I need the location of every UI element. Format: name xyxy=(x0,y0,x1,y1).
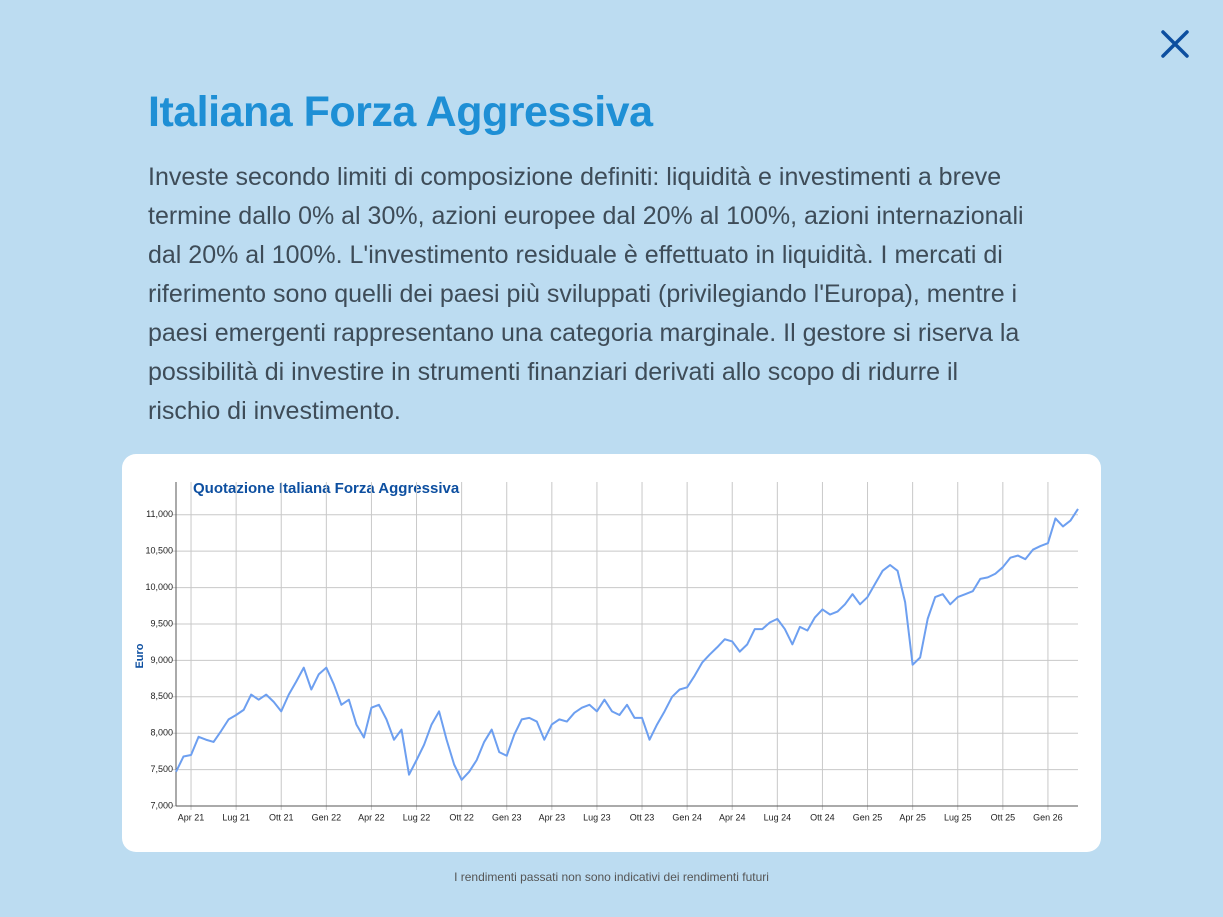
chart-card: Quotazione Italiana Forza Aggressiva Eur… xyxy=(122,454,1101,852)
x-tick-label: Lug 21 xyxy=(222,812,250,822)
y-axis-label: Euro xyxy=(134,643,146,668)
y-tick-label: 10,500 xyxy=(145,546,173,556)
y-tick-label: 8,500 xyxy=(150,691,173,701)
x-tick-label: Gen 22 xyxy=(312,812,342,822)
x-tick-label: Ott 23 xyxy=(630,812,655,822)
y-tick-label: 11,000 xyxy=(146,509,173,519)
description-line: rischio di investimento. xyxy=(148,397,401,425)
x-tick-label: Ott 24 xyxy=(810,812,835,822)
description-line: Investe secondo limiti di composizione d… xyxy=(148,163,1002,191)
y-tick-label: 10,000 xyxy=(145,582,173,592)
x-tick-label: Lug 25 xyxy=(944,812,972,822)
close-button[interactable] xyxy=(1160,29,1190,59)
x-tick-label: Gen 26 xyxy=(1033,812,1063,822)
y-tick-label: 8,000 xyxy=(150,728,173,738)
x-tick-label: Ott 25 xyxy=(991,812,1016,822)
x-tick-label: Gen 25 xyxy=(853,812,883,822)
x-tick-label: Ott 21 xyxy=(269,812,294,822)
price-line xyxy=(175,508,1079,781)
description-line: termine dallo 0% al 30%, azioni europee … xyxy=(148,202,1024,230)
x-tick-label: Apr 23 xyxy=(539,812,566,822)
x-tick-label: Gen 24 xyxy=(672,812,702,822)
x-tick-label: Lug 22 xyxy=(403,812,431,822)
y-tick-label: 7,500 xyxy=(150,764,173,774)
description-line: dal 20% al 100%. L'investimento residual… xyxy=(148,241,1003,269)
description-line: riferimento sono quelli dei paesi più sv… xyxy=(148,280,1018,308)
x-tick-label: Apr 24 xyxy=(719,812,746,822)
x-tick-label: Apr 25 xyxy=(899,812,926,822)
x-tick-label: Lug 24 xyxy=(764,812,792,822)
close-icon xyxy=(1161,30,1189,58)
x-tick-label: Apr 22 xyxy=(358,812,385,822)
x-tick-label: Lug 23 xyxy=(583,812,611,822)
description-line: possibilità di investire in strumenti fi… xyxy=(148,358,959,386)
x-tick-label: Gen 23 xyxy=(492,812,522,822)
description: Investe secondo limiti di composizione d… xyxy=(148,158,1024,431)
page-title: Italiana Forza Aggressiva xyxy=(148,88,653,136)
x-tick-label: Ott 22 xyxy=(449,812,474,822)
disclaimer: I rendimenti passati non sono indicativi… xyxy=(454,870,769,884)
y-tick-label: 7,000 xyxy=(150,800,173,810)
y-tick-label: 9,000 xyxy=(150,655,173,665)
x-tick-label: Apr 21 xyxy=(178,812,205,822)
description-line: paesi emergenti rappresentano una catego… xyxy=(148,319,1020,347)
y-tick-label: 9,500 xyxy=(150,618,173,628)
chart: Quotazione Italiana Forza Aggressiva Eur… xyxy=(134,480,1079,822)
